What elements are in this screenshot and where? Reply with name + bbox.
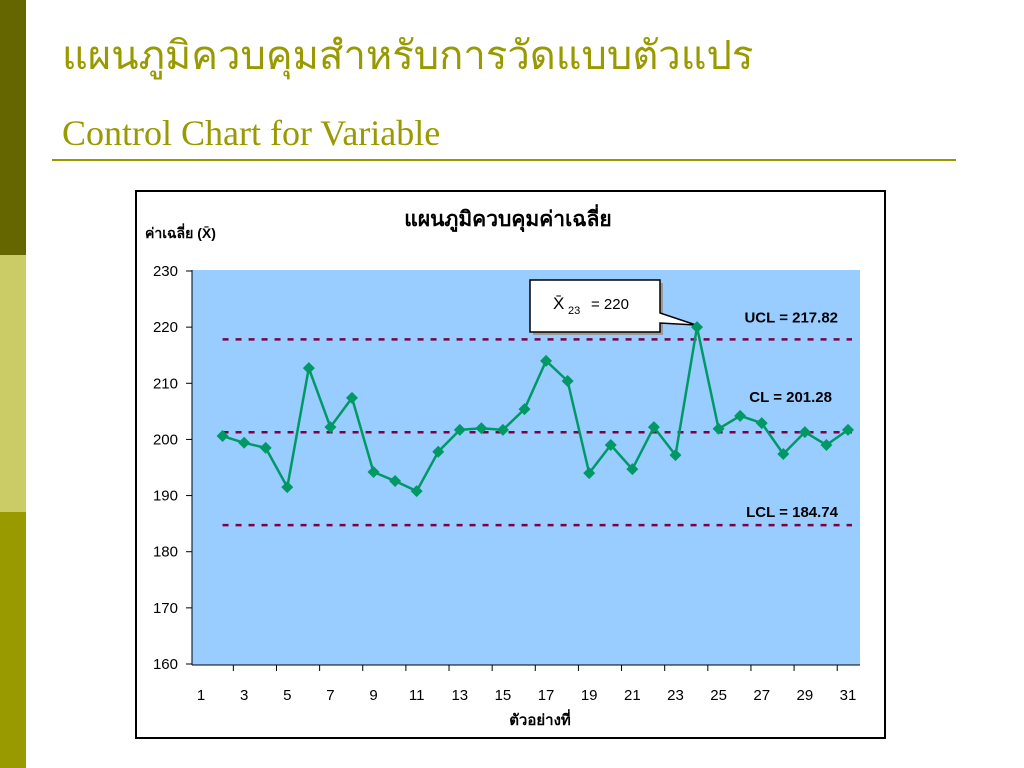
callout-value: = 220	[591, 296, 629, 313]
data-point	[432, 445, 445, 458]
data-point	[389, 474, 402, 487]
callout-box	[529, 279, 697, 333]
data-point	[475, 422, 488, 435]
data-point	[734, 409, 747, 422]
data-point	[453, 423, 466, 436]
sidebar-band-bottom	[0, 512, 26, 768]
x-axis-title: ตัวอย่างที่	[509, 709, 571, 729]
x-tick-label: 1	[197, 687, 205, 704]
data-point	[345, 391, 358, 404]
callout: X̄ 23 = 220	[529, 279, 697, 335]
data-point	[626, 463, 639, 476]
data-point	[410, 485, 423, 498]
data-point	[604, 439, 617, 452]
x-tick-label: 31	[840, 687, 857, 704]
data-point	[518, 403, 531, 416]
data-point	[238, 436, 251, 449]
data-point	[669, 449, 682, 462]
control-chart: แผนภูมิควบคุมค่าเฉลี่ย ค่าเฉลี่ย (X̄) 23…	[135, 190, 886, 739]
x-tick-label: 3	[240, 687, 248, 704]
control-limits: UCL = 217.82 CL = 201.28 LCL = 184.74	[222, 309, 852, 527]
y-tick-label: 220	[153, 319, 178, 336]
y-tick-label: 160	[153, 656, 178, 673]
callout-symbol: X̄	[553, 294, 564, 313]
data-point	[561, 375, 574, 388]
control-limit-label: UCL = 217.82	[744, 309, 838, 326]
data-point	[647, 421, 660, 434]
y-tick-label: 170	[153, 600, 178, 617]
x-tick-label: 19	[581, 687, 598, 704]
data-point	[496, 423, 509, 436]
y-tick-label: 180	[153, 544, 178, 561]
y-tick-label: 230	[153, 263, 178, 280]
x-tick-label: 7	[326, 687, 334, 704]
data-point	[216, 430, 229, 443]
data-point	[324, 421, 337, 434]
data-point	[820, 439, 833, 452]
x-tick-label: 5	[283, 687, 291, 704]
x-tick-label: 13	[451, 687, 468, 704]
x-tick-label: 29	[797, 687, 814, 704]
title-divider	[52, 159, 956, 161]
y-axis-title: ค่าเฉลี่ย (X̄)	[145, 223, 216, 241]
control-limit-label: CL = 201.28	[749, 389, 832, 406]
data-point	[259, 441, 272, 454]
control-limit-label: LCL = 184.74	[746, 504, 839, 521]
data-point	[583, 467, 596, 480]
slide-title: แผนภูมิควบคุมสำหรับการวัดแบบตัวแปร	[62, 33, 754, 78]
data-point	[302, 362, 315, 375]
x-tick-label: 23	[667, 687, 684, 704]
data-point	[755, 417, 768, 430]
data-point	[777, 448, 790, 461]
sidebar-band-top	[0, 0, 26, 255]
callout-subscript: 23	[568, 305, 580, 317]
x-tick-label: 9	[369, 687, 377, 704]
plot-area	[192, 270, 860, 665]
data-point	[842, 423, 854, 436]
x-tick-label: 15	[495, 687, 512, 704]
y-tick-label: 210	[153, 375, 178, 392]
data-point	[281, 481, 294, 494]
y-tick-label: 190	[153, 488, 178, 505]
data-point	[712, 422, 725, 435]
data-point	[798, 426, 811, 439]
data-point	[540, 354, 553, 367]
x-tick-label: 25	[710, 687, 727, 704]
data-point	[691, 321, 704, 334]
slide-subtitle: Control Chart for Variable	[62, 113, 441, 153]
x-tick-label: 27	[753, 687, 770, 704]
data-point	[367, 465, 380, 478]
y-tick-label: 200	[153, 431, 178, 448]
x-tick-label: 21	[624, 687, 641, 704]
series-layer	[216, 321, 854, 498]
sidebar-band-middle	[0, 255, 26, 512]
x-tick-label: 17	[538, 687, 555, 704]
x-tick-label: 11	[409, 687, 425, 704]
chart-title: แผนภูมิควบคุมค่าเฉลี่ย	[404, 203, 611, 233]
